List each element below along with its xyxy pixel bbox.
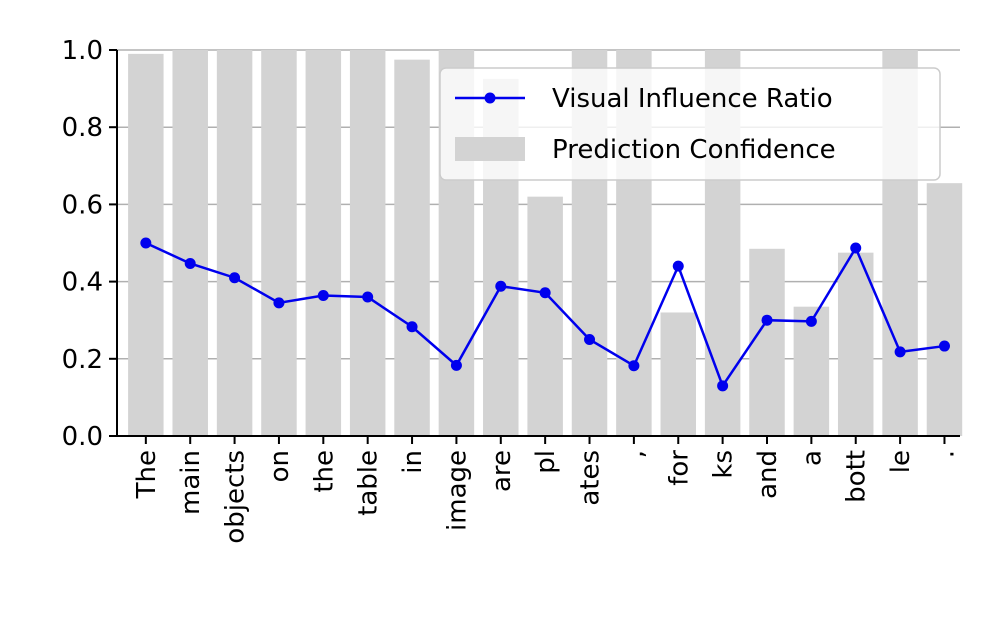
x-tick-label: bott bbox=[842, 450, 872, 503]
influence-point bbox=[850, 242, 862, 254]
x-tick-label: the bbox=[309, 450, 339, 493]
influence-point bbox=[495, 280, 507, 292]
confidence-bars bbox=[128, 50, 963, 437]
influence-point bbox=[539, 287, 551, 299]
influence-point bbox=[761, 314, 773, 326]
confidence-bar bbox=[926, 183, 963, 436]
x-tick-label: pl bbox=[531, 450, 561, 474]
y-tick-label: 0.6 bbox=[62, 190, 103, 220]
legend-line-marker bbox=[484, 92, 496, 104]
confidence-bar bbox=[527, 196, 563, 436]
confidence-bar bbox=[305, 50, 342, 436]
confidence-bar bbox=[837, 252, 874, 436]
influence-point bbox=[406, 321, 418, 333]
x-tick-label: main bbox=[176, 450, 206, 515]
x-tick-label: ates bbox=[576, 450, 606, 506]
x-tick-label: . bbox=[930, 450, 960, 458]
influence-point bbox=[938, 340, 950, 352]
x-tick-label: and bbox=[753, 450, 783, 499]
x-tick-label: image bbox=[442, 450, 472, 531]
y-ticks: 0.0 0.2 0.4 0.6 0.8 1.0 bbox=[62, 36, 117, 452]
x-tick-label: le bbox=[886, 450, 916, 473]
legend-label-bar: Prediction Confidence bbox=[552, 135, 836, 165]
x-tick-label: The bbox=[132, 450, 162, 499]
x-ticks: The main objects on the table in image are pl ates… bbox=[132, 436, 960, 544]
confidence-bar bbox=[349, 50, 386, 436]
x-tick-label: in bbox=[398, 450, 428, 474]
y-tick-label: 0.8 bbox=[62, 113, 103, 143]
confidence-bar bbox=[172, 50, 208, 436]
y-tick-label: 0.0 bbox=[62, 422, 103, 452]
y-tick-label: 0.2 bbox=[62, 345, 103, 375]
confidence-bar bbox=[394, 59, 430, 437]
influence-line bbox=[140, 237, 950, 392]
x-tick-label: ks bbox=[709, 450, 739, 479]
x-tick-label: are bbox=[487, 450, 517, 492]
influence-point bbox=[273, 297, 285, 309]
x-tick-label: objects bbox=[221, 450, 251, 544]
influence-point bbox=[672, 260, 684, 272]
influence-point bbox=[894, 346, 906, 358]
confidence-bar bbox=[261, 50, 297, 436]
confidence-bar bbox=[749, 248, 785, 436]
x-tick-label: on bbox=[265, 450, 295, 482]
x-tick-label: , bbox=[620, 450, 650, 458]
confidence-bar bbox=[793, 306, 830, 436]
legend-label-line: Visual Influence Ratio bbox=[552, 84, 833, 114]
influence-point bbox=[362, 291, 374, 303]
influence-point bbox=[805, 315, 817, 327]
influence-point bbox=[184, 257, 196, 269]
x-tick-label: a bbox=[797, 450, 827, 466]
x-tick-label: table bbox=[354, 450, 384, 516]
influence-point bbox=[628, 360, 640, 372]
influence-point bbox=[584, 334, 596, 345]
x-tick-label: for bbox=[664, 450, 694, 486]
confidence-bar bbox=[216, 50, 253, 436]
legend: Visual Influence Ratio Prediction Confid… bbox=[439, 67, 941, 181]
influence-point bbox=[229, 272, 241, 284]
legend-box bbox=[439, 67, 941, 181]
axes bbox=[116, 50, 960, 437]
influence-point bbox=[140, 237, 152, 249]
y-tick-label: 0.4 bbox=[62, 268, 103, 298]
influence-point bbox=[450, 359, 462, 371]
influence-point bbox=[317, 289, 329, 301]
influence-point bbox=[717, 380, 729, 392]
legend-bar-swatch bbox=[455, 137, 525, 161]
y-tick-label: 1.0 bbox=[62, 36, 103, 66]
confidence-bar bbox=[660, 312, 697, 436]
